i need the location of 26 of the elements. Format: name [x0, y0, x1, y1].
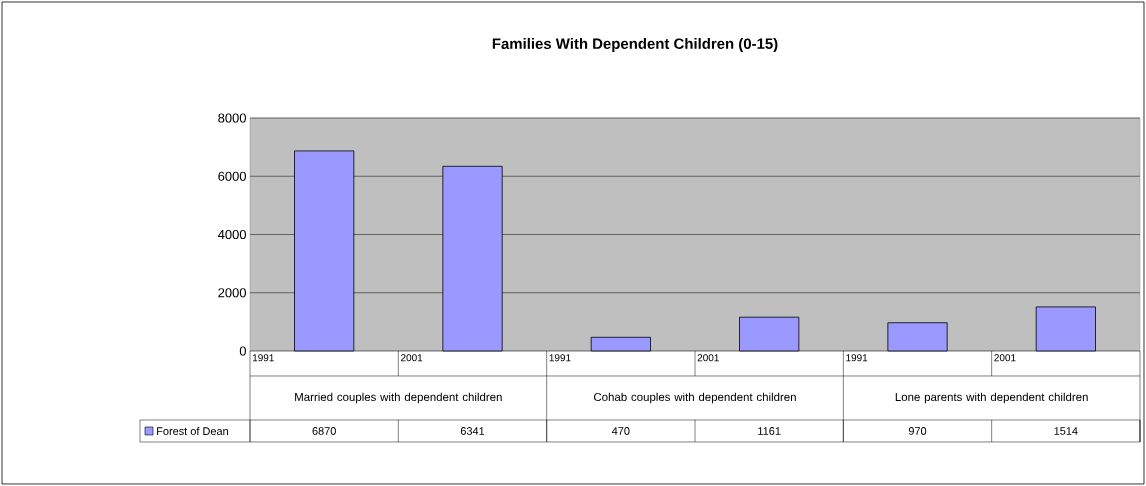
x-tick-label: 1991 [549, 354, 571, 362]
data-label: 470 [611, 427, 630, 435]
bar [887, 322, 948, 352]
x-tick-label: 1991 [846, 354, 868, 362]
x-tick-label: 1991 [252, 354, 274, 362]
y-tick-label: 4000 [217, 229, 246, 240]
y-tick-label: 8000 [218, 113, 246, 123]
data-label: 1161 [758, 427, 781, 435]
x-tick-label: 2001 [994, 354, 1016, 362]
y-tick-label: 6000 [218, 171, 246, 181]
text: Lone parents with dependent children [895, 392, 1088, 404]
data-label: 6341 [460, 427, 485, 435]
bar [590, 336, 651, 352]
text: Cohab couples with dependent children [593, 392, 796, 404]
data-label: 970 [908, 427, 927, 435]
x-tick-label: 2001 [401, 354, 423, 362]
x-tick-label: 2001 [697, 354, 719, 362]
y-tick-label: 0 [239, 346, 246, 356]
text: Married couples with dependent children [295, 392, 502, 404]
chart-title: Families With Dependent Children (0-15) [492, 38, 778, 52]
y-tick-label: 2000 [218, 288, 246, 298]
data-label: 1514 [1054, 427, 1078, 435]
bar [739, 316, 800, 352]
bar [1035, 306, 1096, 352]
legend-label: Forest of Dean [157, 426, 228, 436]
data-label: 6870 [312, 427, 336, 435]
